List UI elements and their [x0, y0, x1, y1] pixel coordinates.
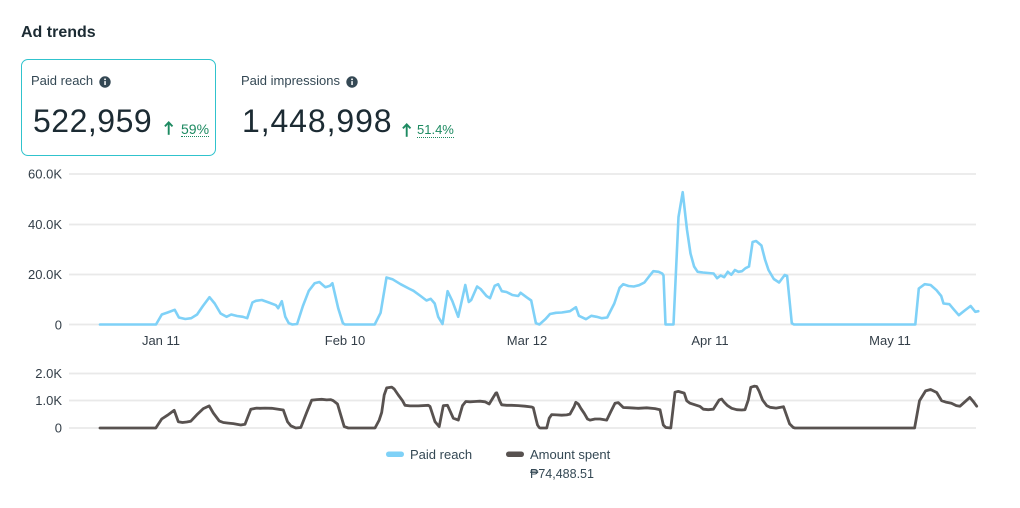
svg-text:20.0K: 20.0K — [28, 267, 62, 282]
svg-text:0: 0 — [55, 318, 62, 333]
svg-text:Mar 12: Mar 12 — [507, 333, 547, 348]
svg-text:1.0K: 1.0K — [35, 393, 62, 408]
svg-text:2.0K: 2.0K — [35, 366, 62, 381]
svg-text:Apr 11: Apr 11 — [691, 333, 728, 348]
svg-text:0: 0 — [55, 421, 62, 436]
svg-text:40.0K: 40.0K — [28, 217, 62, 232]
svg-text:Jan 11: Jan 11 — [142, 333, 180, 348]
svg-text:May 11: May 11 — [869, 333, 911, 348]
svg-text:60.0K: 60.0K — [28, 167, 62, 182]
svg-text:Feb 10: Feb 10 — [325, 333, 365, 348]
